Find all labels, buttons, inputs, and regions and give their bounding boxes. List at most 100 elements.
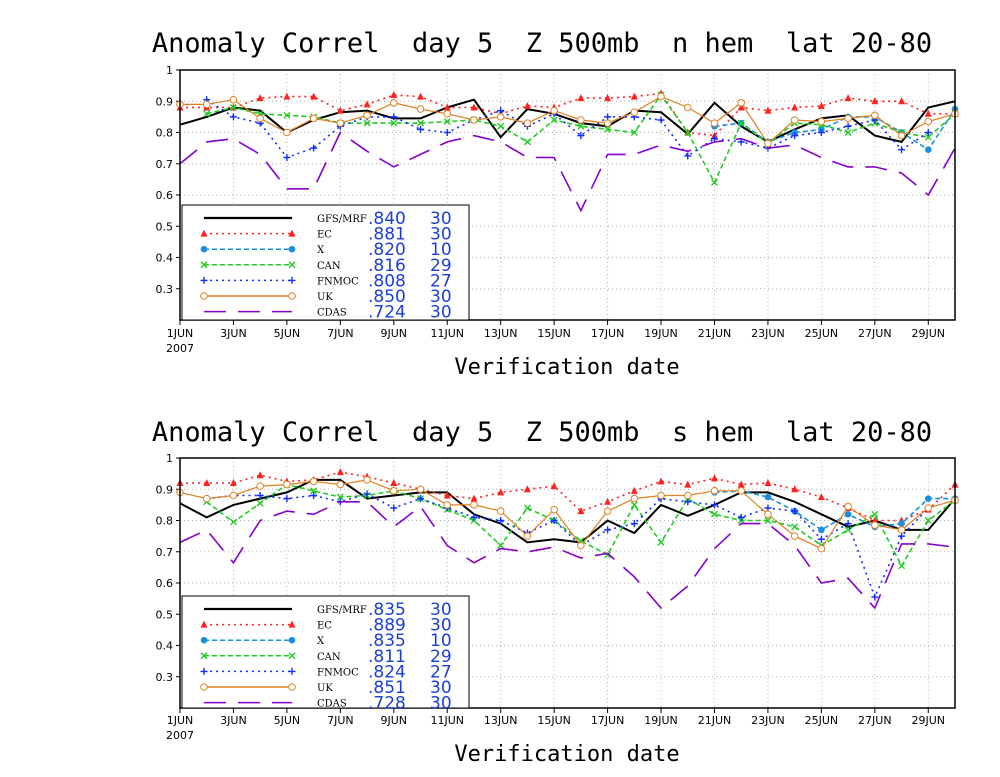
series-line-gfs-mrf [179, 98, 956, 144]
legend-stat-count: 30 [430, 225, 452, 245]
data-point-fnmoc [604, 526, 612, 534]
data-point-uk [764, 139, 772, 148]
data-point-uk [336, 480, 345, 489]
legend-marker-ec [200, 620, 208, 628]
legend-marker-uk [200, 683, 208, 691]
series-uk [176, 92, 959, 148]
data-point-uk [523, 532, 532, 540]
legend-stat-value: .835 [368, 600, 406, 620]
data-point-fnmoc [898, 146, 906, 154]
data-point-can [844, 129, 852, 136]
data-point-uk [683, 491, 692, 500]
data-point-fnmoc [229, 113, 237, 121]
data-point-uk [389, 99, 398, 107]
data-point-fnmoc [817, 535, 825, 543]
legend-marker-can [288, 652, 296, 660]
legend-marker-fnmoc [288, 667, 296, 675]
legend-stat-count: 30 [430, 694, 452, 714]
data-point-ec [417, 92, 425, 100]
legend-stat-value: .851 [368, 678, 406, 698]
x-tick-label: 1JUN [167, 714, 194, 727]
data-point-ec [336, 106, 344, 114]
data-point-uk [283, 128, 291, 137]
series-cdas [179, 131, 956, 213]
data-point-uk [496, 113, 505, 121]
x-tick-label: 7JUN [327, 327, 354, 340]
data-point-fnmoc [630, 520, 638, 528]
data-point-can [229, 518, 237, 526]
legend-stat-value: .889 [368, 616, 406, 636]
data-point-ec [630, 486, 638, 494]
data-point-uk [630, 494, 639, 503]
data-point-fnmoc [390, 504, 398, 512]
series-line-uk [179, 479, 956, 550]
legend-stat-value: .724 [368, 303, 406, 323]
x-tick-label: 19JUN [644, 714, 678, 727]
data-point-uk [229, 95, 238, 104]
data-point-can [710, 179, 718, 186]
series-line-ec [180, 471, 956, 522]
chart-title: Anomaly Correl day 5 Z 500mb n hem lat 2… [152, 28, 932, 59]
series-cdas [179, 500, 956, 610]
data-point-uk [737, 487, 746, 495]
data-point-ec [737, 103, 745, 111]
x-tick-label: 9JUN [381, 327, 408, 340]
data-point-fnmoc [283, 495, 291, 503]
data-point-fnmoc [604, 113, 612, 121]
legend-label-can: CAN [317, 261, 341, 272]
series-x [711, 487, 959, 534]
series-line-fnmoc [206, 493, 929, 600]
data-point-ec [443, 103, 451, 111]
legend-label-cdas: CDAS [317, 308, 347, 319]
legend-marker-fnmoc [288, 276, 296, 284]
data-point-fnmoc [657, 116, 665, 124]
legend-stat-count: 29 [430, 647, 452, 667]
legend-stat-value: .820 [368, 240, 406, 260]
x-tick-label: 25JUN [805, 714, 839, 727]
data-point-uk [710, 119, 719, 127]
legend-stat-count: 27 [430, 662, 452, 682]
data-point-can [630, 501, 638, 509]
legend-stat-count: 29 [430, 256, 452, 276]
data-point-ec [844, 94, 852, 102]
legend-stat-count: 30 [430, 209, 452, 229]
data-point-can [924, 517, 932, 524]
y-tick-label: 1 [166, 452, 173, 465]
data-point-ec [336, 468, 344, 476]
legend-label-x: X [317, 636, 325, 647]
data-point-uk [363, 476, 371, 484]
data-point-ec [764, 479, 772, 486]
data-point-uk [202, 494, 211, 503]
x-tick-label: 15JUN [537, 327, 571, 340]
data-point-uk [790, 116, 799, 124]
data-point-can [497, 122, 505, 130]
data-point-uk [871, 521, 879, 529]
chart-title: Anomaly Correl day 5 Z 500mb s hem lat 2… [152, 417, 932, 448]
series-line-can [206, 483, 956, 568]
data-point-fnmoc [550, 517, 558, 524]
x-tick-label: 21JUN [698, 714, 732, 727]
data-point-can [523, 138, 531, 146]
data-point-can [336, 493, 344, 501]
data-point-fnmoc [871, 593, 879, 601]
legend-stat-value: .808 [368, 271, 406, 291]
x-axis-label: Verification date [454, 355, 679, 380]
legend-marker-uk [288, 683, 296, 691]
data-point-fnmoc [684, 152, 692, 160]
data-point-can [523, 504, 531, 512]
data-point-can [256, 499, 264, 507]
data-point-uk [897, 131, 906, 140]
legend-marker-ec [288, 620, 296, 628]
x-tick-label: 5JUN [274, 327, 301, 340]
legend-box [181, 595, 470, 709]
data-point-ec [283, 92, 291, 100]
legend-marker-ec [288, 229, 296, 237]
data-point-uk [790, 532, 799, 540]
legend-label-gfs-mrf: GFS/MRF [317, 605, 367, 616]
data-point-uk [603, 507, 612, 515]
legend-marker-x [288, 245, 296, 253]
data-point-can [898, 562, 906, 570]
data-point-uk [443, 501, 452, 509]
series-line-x [714, 108, 956, 151]
legend-label-ec: EC [317, 621, 332, 632]
